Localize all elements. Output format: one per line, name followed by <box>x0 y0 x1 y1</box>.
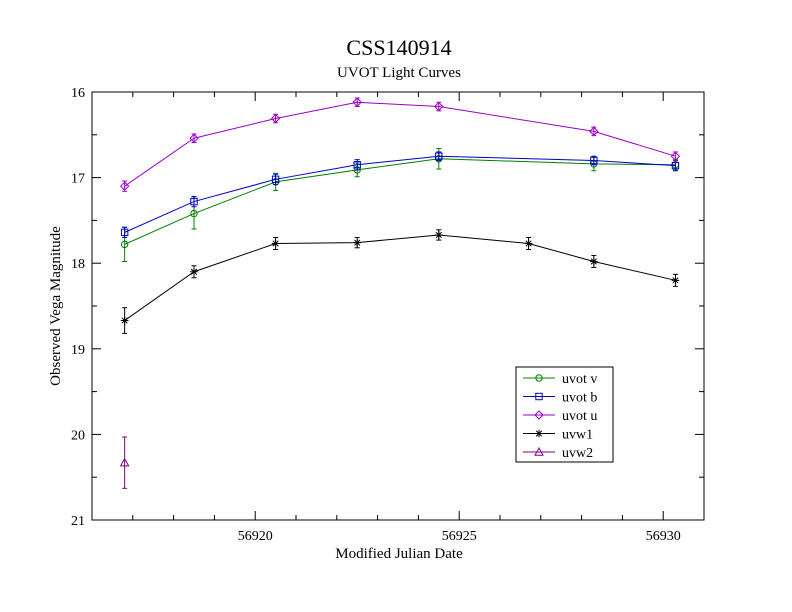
data-point <box>434 101 444 112</box>
series-line <box>124 158 676 245</box>
y-tick-label: 18 <box>71 257 85 272</box>
x-axis-label: Modified Julian Date <box>335 546 463 562</box>
legend-marker <box>535 374 543 382</box>
data-point <box>190 197 198 206</box>
data-point <box>120 228 129 237</box>
series-uvot-b <box>120 151 680 239</box>
y-tick-label: 20 <box>71 428 85 443</box>
chart-subtitle: UVOT Light Curves <box>337 65 461 81</box>
data-point <box>589 126 599 137</box>
series-layer <box>119 97 681 489</box>
data-point <box>353 238 361 247</box>
series-uvot-u <box>119 97 681 192</box>
data-point <box>120 316 129 325</box>
y-tick-label: 16 <box>71 86 85 101</box>
series-uvot-v <box>120 147 680 262</box>
data-point <box>671 276 680 285</box>
data-point <box>271 175 280 184</box>
series-uvw2 <box>119 436 130 489</box>
y-tick-label: 21 <box>71 514 85 529</box>
data-point <box>270 113 281 124</box>
series-line <box>124 234 676 321</box>
data-point <box>671 161 680 170</box>
legend-marker <box>535 429 543 438</box>
data-point <box>590 156 598 165</box>
chart-title: CSS140914 <box>346 35 451 60</box>
series-line <box>124 155 676 233</box>
legend-marker <box>535 392 543 401</box>
legend-label: uvw2 <box>562 446 593 461</box>
legend-marker <box>534 446 544 456</box>
x-tick-label: 56925 <box>442 529 477 544</box>
data-point <box>119 181 130 191</box>
legend-label: uvot u <box>562 409 597 424</box>
y-tick-label: 19 <box>71 343 85 358</box>
legend: uvot v uvot b uvot u uvw1 uvw2 <box>515 366 614 463</box>
x-tick-label: 56930 <box>646 529 681 544</box>
legend-label: uvot v <box>562 372 597 387</box>
legend-label: uvw1 <box>562 428 593 443</box>
data-point <box>435 231 443 239</box>
data-point <box>435 152 443 160</box>
data-point <box>189 133 199 143</box>
data-point <box>190 267 198 276</box>
data-point <box>271 239 280 248</box>
x-tick-label: 56920 <box>238 529 273 544</box>
data-point <box>119 457 130 467</box>
data-point <box>120 240 129 249</box>
legend-box <box>515 366 614 463</box>
data-point <box>590 257 598 266</box>
axis-ticks: 56920 56925 56930 16 17 18 19 20 21 <box>71 86 705 544</box>
data-point <box>524 239 533 248</box>
y-tick-label: 17 <box>71 172 85 187</box>
data-point <box>352 97 362 107</box>
data-point <box>353 161 361 169</box>
legend-marker <box>534 410 544 420</box>
data-point <box>190 209 198 218</box>
series-uvw1 <box>120 229 680 334</box>
data-point <box>670 151 681 161</box>
series-line <box>124 101 676 187</box>
legend-label: uvot b <box>562 391 597 406</box>
y-axis-label: Observed Vega Magnitude <box>48 226 64 386</box>
